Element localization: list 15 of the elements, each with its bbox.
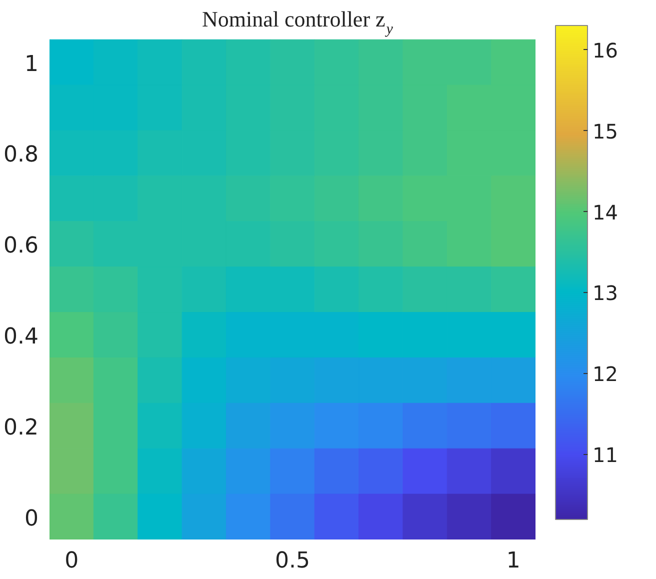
color-bar-label: 14 [592,200,618,224]
y-tick-label: 1 [24,52,39,77]
color-bar-label: 16 [592,38,618,62]
y-tick-label: 0.6 [4,234,39,259]
x-tick-label: 0.5 [275,548,310,574]
x-tick-label: 1 [506,548,520,574]
color-bar-label: 15 [592,119,618,144]
y-tick-label: 0.8 [4,142,39,168]
y-tick-label: 0.4 [4,324,39,350]
color-bar-label: 13 [592,281,618,306]
y-tick-label: 0.2 [4,415,39,440]
color-bar-label: 12 [592,362,618,386]
x-tick-label: 0 [64,548,79,574]
y-tick-label: 0 [24,506,39,532]
color-bar-label: 11 [592,443,618,468]
